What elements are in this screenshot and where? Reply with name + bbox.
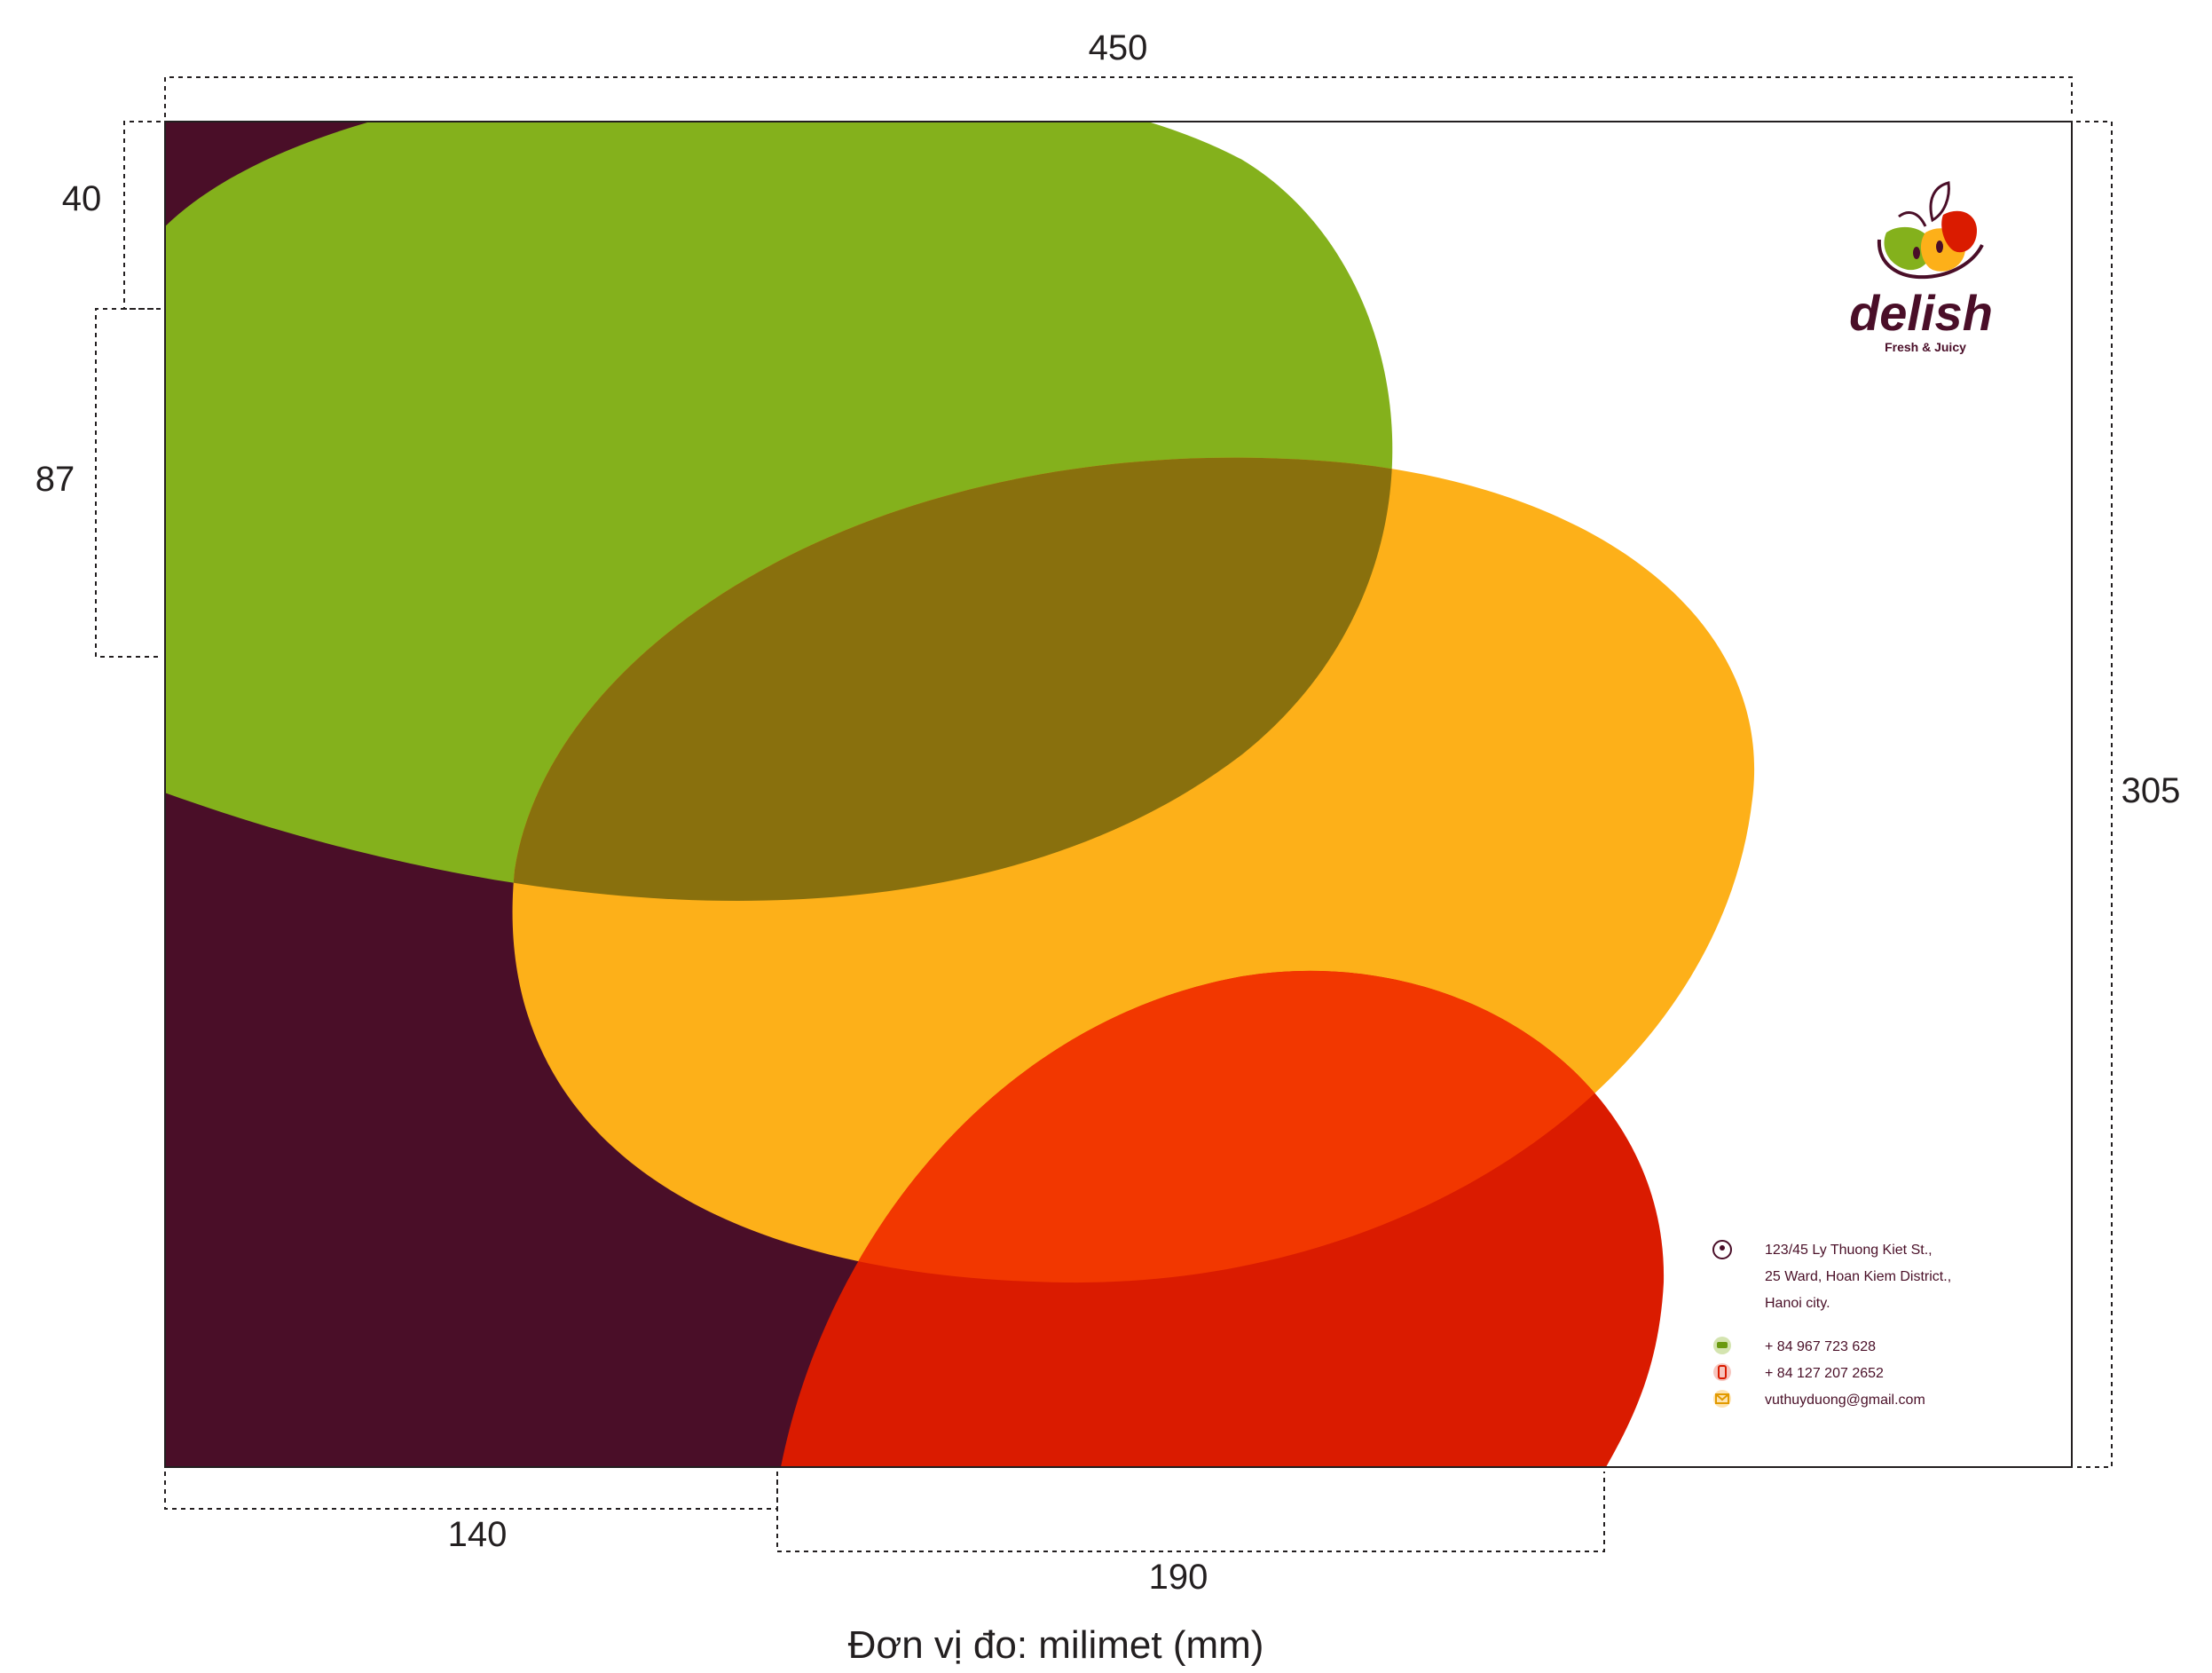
height-dimension-line [2076,121,2113,1468]
brand-tagline: Fresh & Juicy [1885,340,1966,354]
width-dimension-line [164,76,2073,117]
unit-note: Đơn vị đo: milimet (mm) [848,1623,1264,1667]
height-label: 305 [2121,771,2181,810]
side-band-label: 87 [35,460,75,499]
address-line-2: 25 Ward, Hoan Kiem District., [1765,1269,1951,1284]
top-margin-dimension-line [123,121,161,310]
bottom-mid-dimension-line [776,1472,1605,1552]
telephone-icon [1713,1337,1731,1354]
brand-logo: delish Fresh & Juicy [1849,181,1993,354]
address-line-3: Hanoi city. [1765,1296,1830,1311]
logo-stem-icon [1898,210,1927,227]
width-label: 450 [1089,28,1148,67]
address-line-1: 123/45 Ly Thuong Kiet St., [1765,1243,1933,1258]
top-margin-label: 40 [62,179,102,218]
logo-bowl-icon [1877,239,1984,280]
email: vuthuyduong@gmail.com [1765,1393,1925,1408]
envelope-sheet [165,122,2072,1467]
contact-block: 123/45 Ly Thuong Kiet St., 25 Ward, Hoan… [1712,1240,1951,1408]
logo-seed-icon [1913,247,1920,259]
dimension-lines [95,76,2113,1552]
logo-red-fruit-icon [1941,210,1977,253]
bottom-left-label: 140 [448,1515,508,1554]
location-pin-icon [1712,1240,1732,1259]
phone-1: + 84 967 723 628 [1765,1339,1876,1354]
brand-name: delish [1849,285,1993,341]
bottom-mid-label: 190 [1149,1558,1208,1597]
mobile-phone-icon [1713,1363,1731,1381]
logo-seed-icon-2 [1936,241,1943,253]
logo-green-fruit-icon [1884,226,1932,271]
envelope-icon [1713,1390,1731,1408]
sheet-outline [164,121,2073,1468]
logo-leaf-icon [1929,181,1950,223]
side-band-dimension-line [95,308,161,658]
bottom-left-dimension-line [164,1472,778,1510]
phone-2: + 84 127 207 2652 [1765,1366,1884,1381]
